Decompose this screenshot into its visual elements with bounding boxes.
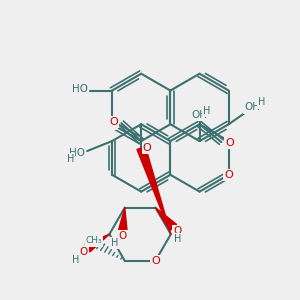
- Polygon shape: [137, 147, 171, 234]
- Polygon shape: [85, 234, 110, 252]
- Text: CH₃: CH₃: [86, 236, 102, 245]
- Text: H: H: [174, 234, 181, 244]
- Text: H: H: [111, 238, 118, 248]
- Text: H: H: [72, 255, 80, 265]
- Polygon shape: [155, 208, 177, 230]
- Text: O: O: [118, 231, 127, 241]
- Text: H: H: [203, 106, 210, 116]
- Text: O: O: [109, 117, 118, 127]
- Text: O: O: [224, 170, 233, 180]
- Text: O: O: [151, 256, 160, 266]
- Text: HO: HO: [72, 84, 88, 94]
- Text: O: O: [143, 143, 152, 153]
- Polygon shape: [118, 208, 127, 232]
- Text: OH: OH: [191, 110, 208, 120]
- Text: HO: HO: [69, 148, 85, 158]
- Text: O: O: [173, 226, 182, 236]
- Text: O: O: [225, 138, 234, 148]
- Text: O: O: [80, 247, 88, 257]
- Text: O: O: [108, 119, 116, 129]
- Text: OH: OH: [244, 102, 260, 112]
- Text: H: H: [67, 154, 74, 164]
- Text: H: H: [258, 98, 265, 107]
